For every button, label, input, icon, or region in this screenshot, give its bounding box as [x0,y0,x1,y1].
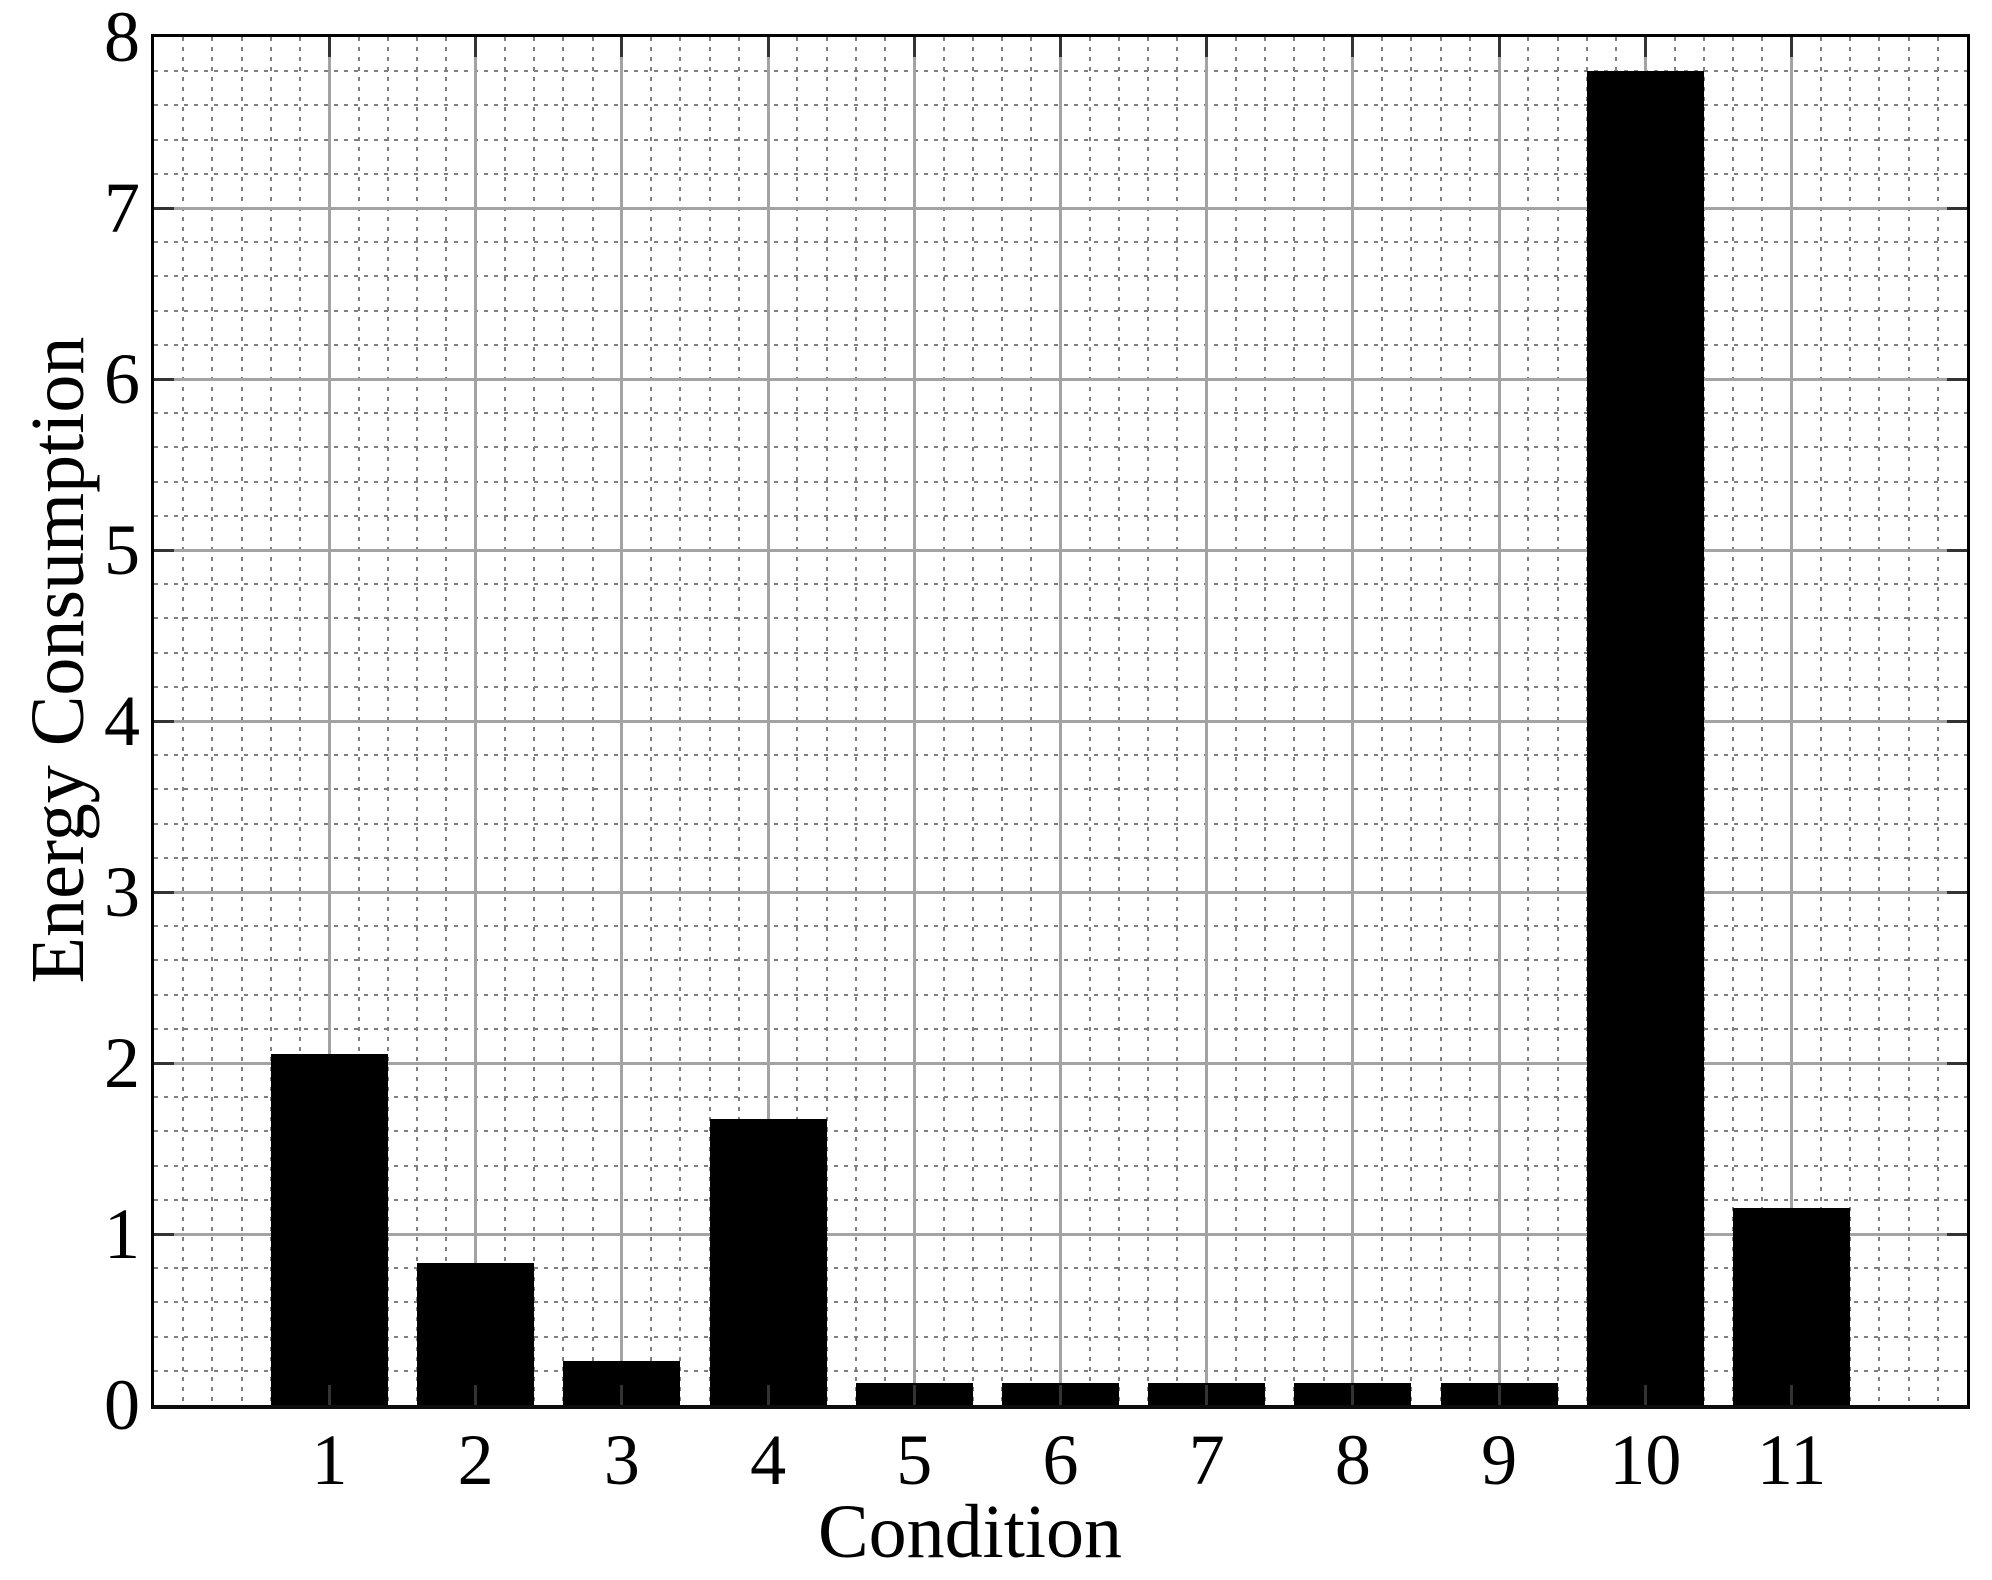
x-tick-mark-bottom [620,1385,624,1405]
x-tick-mark-bottom [1497,1385,1501,1405]
x-tick-mark-top [1351,37,1355,57]
y-tick-label-0: 0 [104,1365,140,1445]
x-tick-mark-bottom [1351,1385,1355,1405]
bar-condition-1 [270,1054,388,1405]
x-tick-mark-bottom [1643,1385,1647,1405]
x-tick-mark-top [474,37,478,57]
major-gridline-y [154,548,1967,552]
bar-condition-11 [1733,1208,1851,1405]
x-tick-label-3: 3 [603,1420,640,1500]
bar-condition-2 [417,1263,535,1405]
x-tick-mark-bottom [327,1385,331,1405]
y-tick-mark-right [1947,719,1967,723]
y-tick-label-4: 4 [104,681,140,761]
y-tick-mark-left [154,719,174,723]
y-tick-label-5: 5 [104,510,140,590]
y-tick-mark-right [1947,206,1967,210]
y-tick-label-7: 7 [104,168,140,248]
x-tick-label-2: 2 [457,1420,494,1500]
major-gridline-y [154,1232,1967,1236]
y-tick-label-6: 6 [104,339,140,419]
x-tick-mark-top [1497,37,1501,57]
y-tick-label-1: 1 [104,1194,140,1274]
y-tick-mark-right [1947,377,1967,381]
x-tick-mark-top [1205,37,1209,57]
x-tick-mark-bottom [1790,1385,1794,1405]
x-tick-mark-bottom [1059,1385,1062,1405]
major-gridline-y [154,206,1967,210]
y-tick-mark-right [1947,1061,1967,1065]
bar-condition-4 [709,1119,827,1405]
y-tick-mark-left [154,548,174,552]
y-tick-mark-left [154,890,174,894]
x-tick-mark-bottom [912,1385,916,1405]
x-tick-label-5: 5 [896,1420,933,1500]
y-tick-mark-right [1947,1232,1967,1236]
x-tick-label-6: 6 [1042,1420,1079,1500]
x-tick-mark-top [620,37,624,57]
y-tick-mark-right [1947,548,1967,552]
x-tick-mark-top [912,37,916,57]
x-tick-mark-bottom [766,1385,770,1405]
x-tick-label-4: 4 [750,1420,787,1500]
x-tick-label-7: 7 [1188,1420,1225,1500]
x-tick-label-11: 11 [1756,1420,1827,1500]
x-tick-label-8: 8 [1334,1420,1371,1500]
y-tick-label-3: 3 [104,852,140,932]
x-tick-mark-bottom [1205,1385,1209,1405]
y-tick-label-2: 2 [104,1023,140,1103]
x-tick-mark-top [1059,37,1062,57]
y-tick-label-8: 8 [104,0,140,77]
x-tick-mark-bottom [474,1385,478,1405]
bar-condition-10 [1586,71,1704,1405]
major-gridline-y [154,890,1967,894]
y-tick-mark-right [1947,890,1967,894]
x-tick-label-9: 9 [1481,1420,1518,1500]
y-tick-mark-left [154,1061,174,1065]
major-gridline-y [154,1061,1967,1065]
y-tick-mark-left [154,377,174,381]
x-tick-mark-top [327,37,331,57]
major-gridline-y [154,719,1967,723]
x-tick-label-1: 1 [311,1420,348,1500]
plot-area [151,34,1970,1409]
major-gridline-y [154,377,1967,381]
x-tick-label-10: 10 [1609,1420,1682,1500]
x-tick-mark-top [1643,37,1647,57]
x-tick-mark-top [766,37,770,57]
y-tick-mark-left [154,206,174,210]
y-tick-mark-left [154,1232,174,1236]
x-tick-mark-top [1790,37,1794,57]
x-axis-title: Condition [817,1490,1123,1574]
